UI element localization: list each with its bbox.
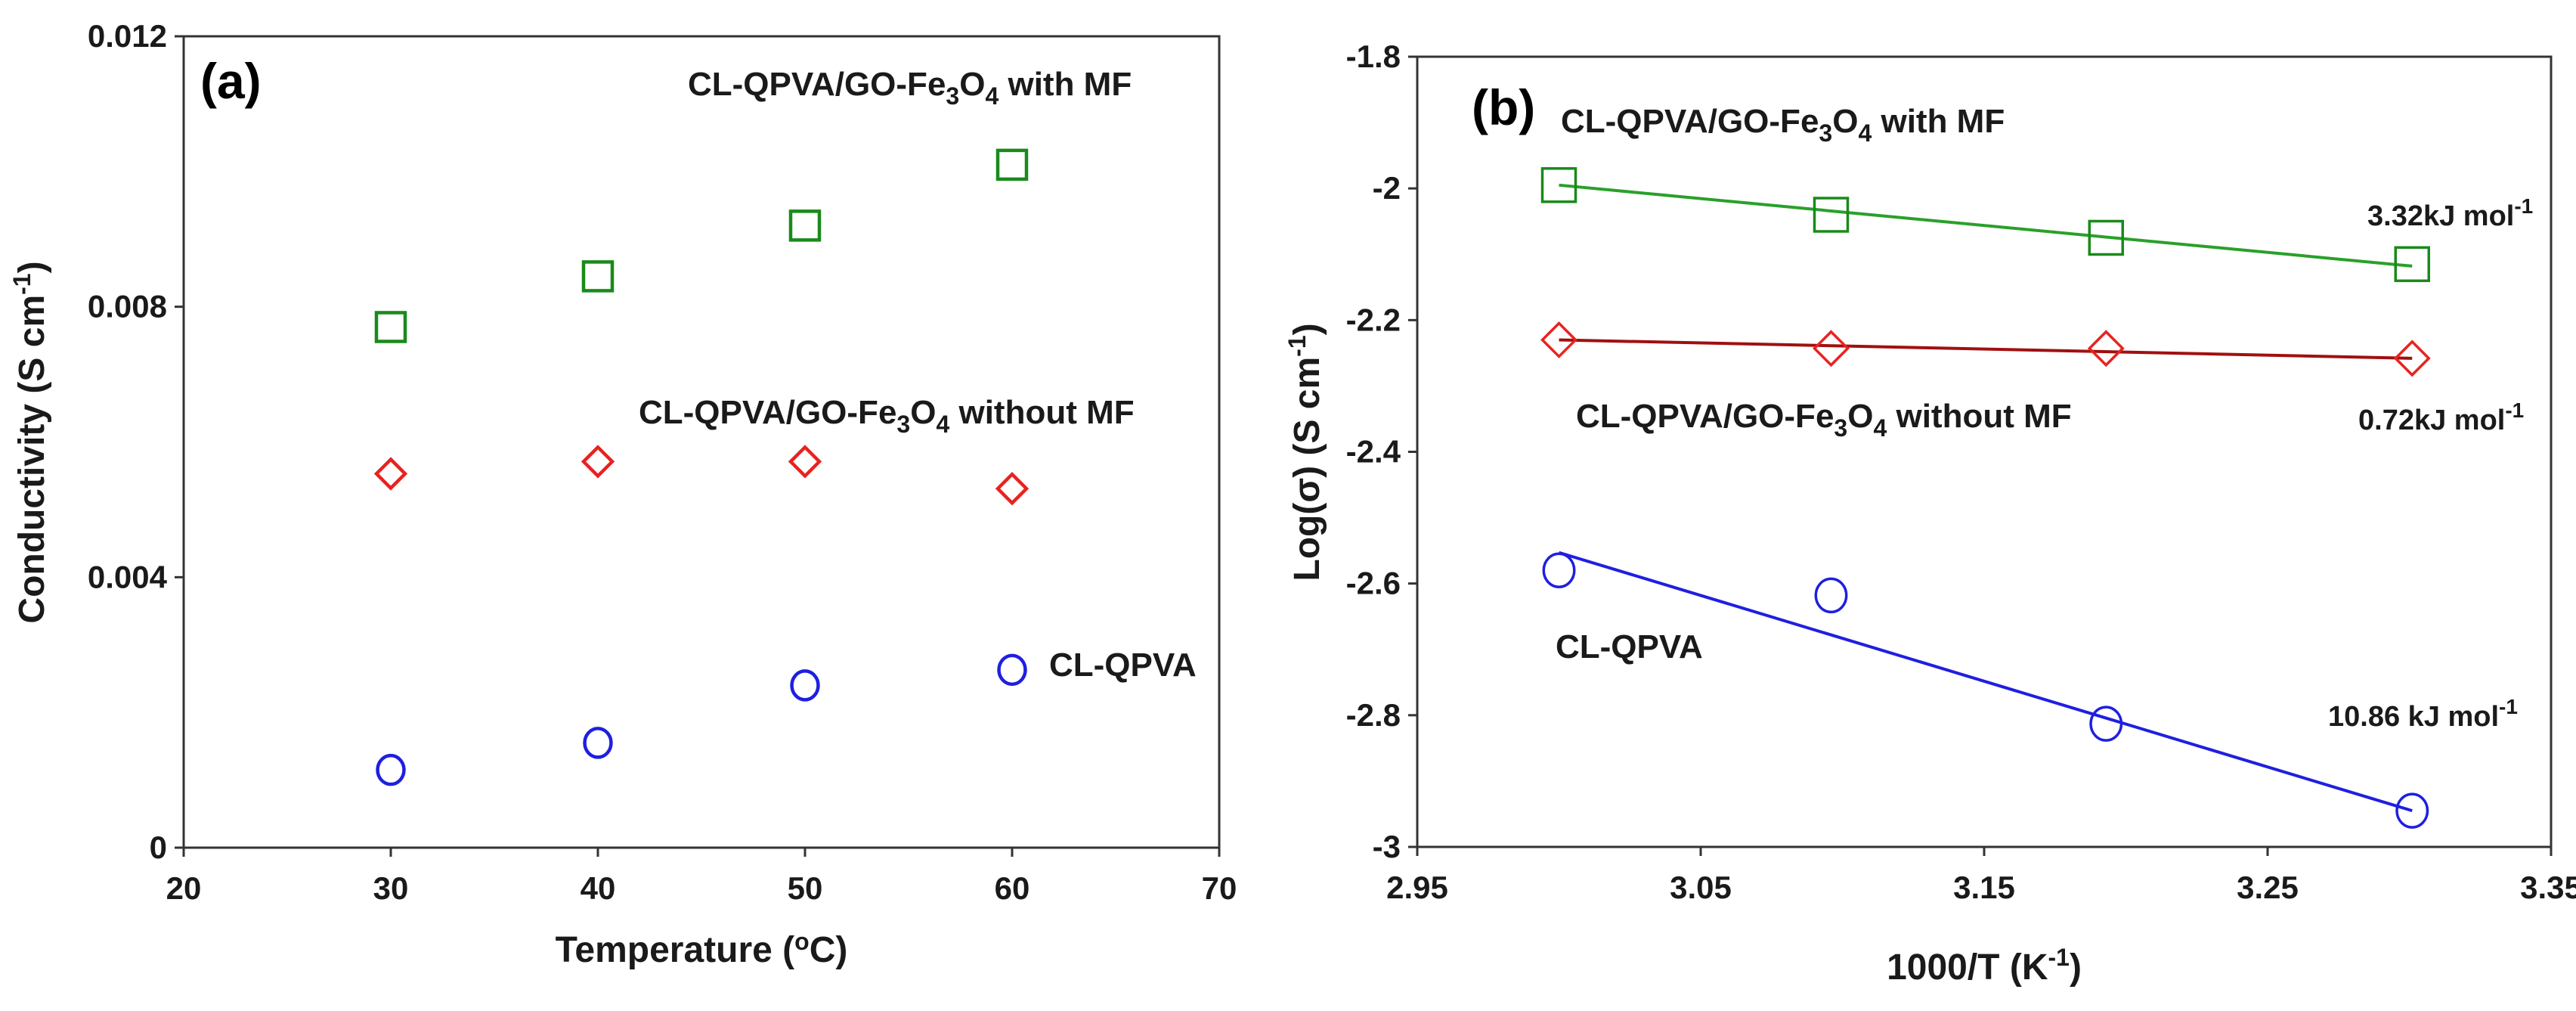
panel-b-point-s1-0: [1540, 321, 1577, 358]
panel-b-point-s2-1: [1814, 577, 1848, 614]
panel-b-x-tick-label: 2.95: [1386, 870, 1448, 905]
fit-line-2: [1558, 550, 2413, 813]
panel-b-label-without-mf: CL-QPVA/GO-Fe3O4 without MF: [1576, 398, 2072, 442]
fit-line-1: [1559, 338, 2413, 360]
panel-b-point-s0-1: [1813, 197, 1850, 233]
panel-a-point-s0-3: [995, 148, 1029, 181]
panel-b-point-s0-2: [2088, 219, 2124, 256]
panel-b-label-with-mf: CL-QPVA/GO-Fe3O4 with MF: [1561, 103, 2005, 147]
panel-b-x-tick-label: 3.35: [2520, 870, 2576, 905]
panel-a-point-s1-0: [373, 457, 408, 491]
panel-a-point-s0-1: [581, 260, 615, 293]
panel-a-plot-frame: [182, 35, 1221, 849]
fit-line-0: [1559, 183, 2413, 268]
panel-b-point-s0-0: [1540, 167, 1577, 203]
panel-a-point-s2-0: [376, 753, 406, 786]
panel-a-point-s2-1: [583, 727, 613, 759]
panel-a-label-cl-qpva: CL-QPVA: [1049, 647, 1197, 684]
panel-b-label-cl-qpva: CL-QPVA: [1556, 628, 1703, 665]
panel-b-point-s1-3: [2393, 340, 2431, 377]
panel-a-x-axis-label: Temperature (oC): [556, 928, 848, 970]
panel-a-x-tick-label: 40: [581, 870, 616, 906]
panel-b-x-axis-label: 1000/T (K-1): [1887, 944, 2082, 988]
panel-a-point-s0-2: [788, 209, 822, 242]
panel-a-label: (a): [200, 53, 262, 109]
panel-a: 20 30 40 50 60 70 0 0.004 0.008 0.012 (a) Tempera…: [8, 18, 1237, 970]
panel-a-label-without-mf: CL-QPVA/GO-Fe3O4 without MF: [639, 394, 1135, 438]
panel-a-y-tick-label: 0.012: [88, 18, 167, 54]
panel-a-x-tick-label: 20: [166, 870, 202, 906]
panel-a-point-s1-1: [581, 445, 615, 479]
panel-b-point-s2-3: [2395, 792, 2429, 829]
ea-label-without-mf: 0.72kJ mol-1: [2358, 399, 2524, 436]
panel-b-point-s0-3: [2394, 246, 2430, 283]
ea-label-with-mf: 3.32kJ mol-1: [2367, 194, 2533, 232]
panel-a-point-s1-3: [995, 472, 1029, 506]
panel-a-x-tick-label: 30: [373, 870, 409, 906]
panel-b-point-s1-2: [2087, 330, 2125, 367]
panel-a-x-tick-label: 50: [788, 870, 823, 906]
panel-a-point-s0-0: [374, 311, 407, 343]
panel-a-y-tick-label: 0.008: [88, 289, 167, 324]
panel-b-y-tick-label: -2.4: [1346, 434, 1401, 470]
panel-b-y-axis-label: Log(σ) (S cm-1): [1283, 323, 1327, 581]
panel-a-point-s2-3: [997, 653, 1027, 687]
ea-label-cl-qpva: 10.86 kJ mol-1: [2328, 695, 2518, 733]
panel-b: 2.95 3.05 3.15 3.25 3.35 -1.8 -2 -2.2 -2.4 -2.6 -2…: [1283, 39, 2576, 988]
panel-b-x-tick-label: 3.15: [1953, 870, 2015, 905]
panel-a-point-s1-2: [788, 445, 822, 479]
panel-b-point-s1-1: [1813, 330, 1850, 367]
panel-b-x-tick-label: 3.05: [1670, 870, 1732, 905]
panel-a-y-tick-label: 0.004: [88, 559, 168, 594]
panel-a-point-s2-2: [790, 669, 820, 702]
panel-b-y-tick-label: -2: [1373, 170, 1401, 206]
panel-b-y-tick-label: -2.8: [1346, 697, 1401, 733]
panel-a-label-with-mf: CL-QPVA/GO-Fe3O4 with MF: [688, 66, 1132, 110]
panel-a-x-tick-label: 60: [995, 870, 1030, 906]
panel-a-x-tick-label: 70: [1202, 870, 1237, 906]
panel-b-point-s2-0: [1542, 552, 1576, 588]
panel-b-label: (b): [1472, 79, 1535, 135]
panel-b-y-tick-label: -1.8: [1346, 39, 1401, 74]
panel-b-y-tick-label: -2.2: [1346, 302, 1401, 337]
panel-a-y-tick-label: 0: [150, 830, 167, 865]
panel-b-y-tick-label: -3: [1373, 829, 1401, 864]
panel-b-x-tick-label: 3.25: [2237, 870, 2299, 905]
panel-a-y-axis-label: Conductivity (S cm-1): [8, 261, 52, 623]
panel-b-y-tick-label: -2.6: [1346, 566, 1401, 601]
panel-b-point-s2-2: [2089, 706, 2123, 742]
